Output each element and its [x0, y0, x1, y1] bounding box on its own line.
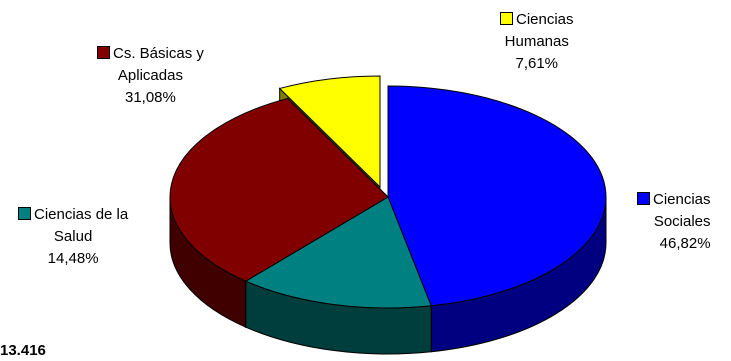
label-ciencias-sociales-line2: Sociales	[653, 213, 711, 230]
pie-tops	[169, 75, 607, 309]
swatch-cs-basicas	[97, 46, 110, 59]
label-ciencias-salud-line2: Salud	[53, 228, 93, 245]
slice-top-2	[169, 97, 389, 282]
label-ciencias-humanas-line2: Humanas	[504, 33, 569, 50]
label-ciencias-sociales-line1: Ciencias	[653, 191, 711, 208]
slice-top-3	[278, 75, 381, 189]
label-ciencias-humanas-value: 7,61%	[515, 55, 559, 72]
label-ciencias-sociales: Ciencias Sociales 46,82%	[637, 189, 711, 255]
label-cs-basicas-line1: Cs. Básicas y	[113, 45, 204, 62]
swatch-ciencias-humanas	[500, 12, 513, 25]
swatch-ciencias-sociales	[637, 192, 650, 205]
label-cs-basicas-line2: Aplicadas	[117, 67, 183, 84]
label-ciencias-sociales-value: 46,82%	[659, 235, 711, 252]
slice-top-1	[244, 196, 432, 309]
label-cs-basicas: Cs. Básicas y Aplicadas 31,08%	[97, 43, 204, 109]
swatch-ciencias-salud	[18, 207, 31, 220]
label-cs-basicas-value: 31,08%	[124, 89, 176, 106]
label-ciencias-salud: Ciencias de la Salud 14,48%	[18, 204, 128, 270]
label-ciencias-humanas: Ciencias Humanas 7,61%	[500, 9, 574, 75]
label-ciencias-salud-value: 14,48%	[47, 250, 99, 267]
slice-top-0	[387, 85, 607, 307]
label-ciencias-salud-line1: Ciencias de la	[34, 206, 129, 223]
total-count: 13.416	[0, 342, 46, 359]
label-ciencias-humanas-line1: Ciencias	[516, 11, 574, 28]
